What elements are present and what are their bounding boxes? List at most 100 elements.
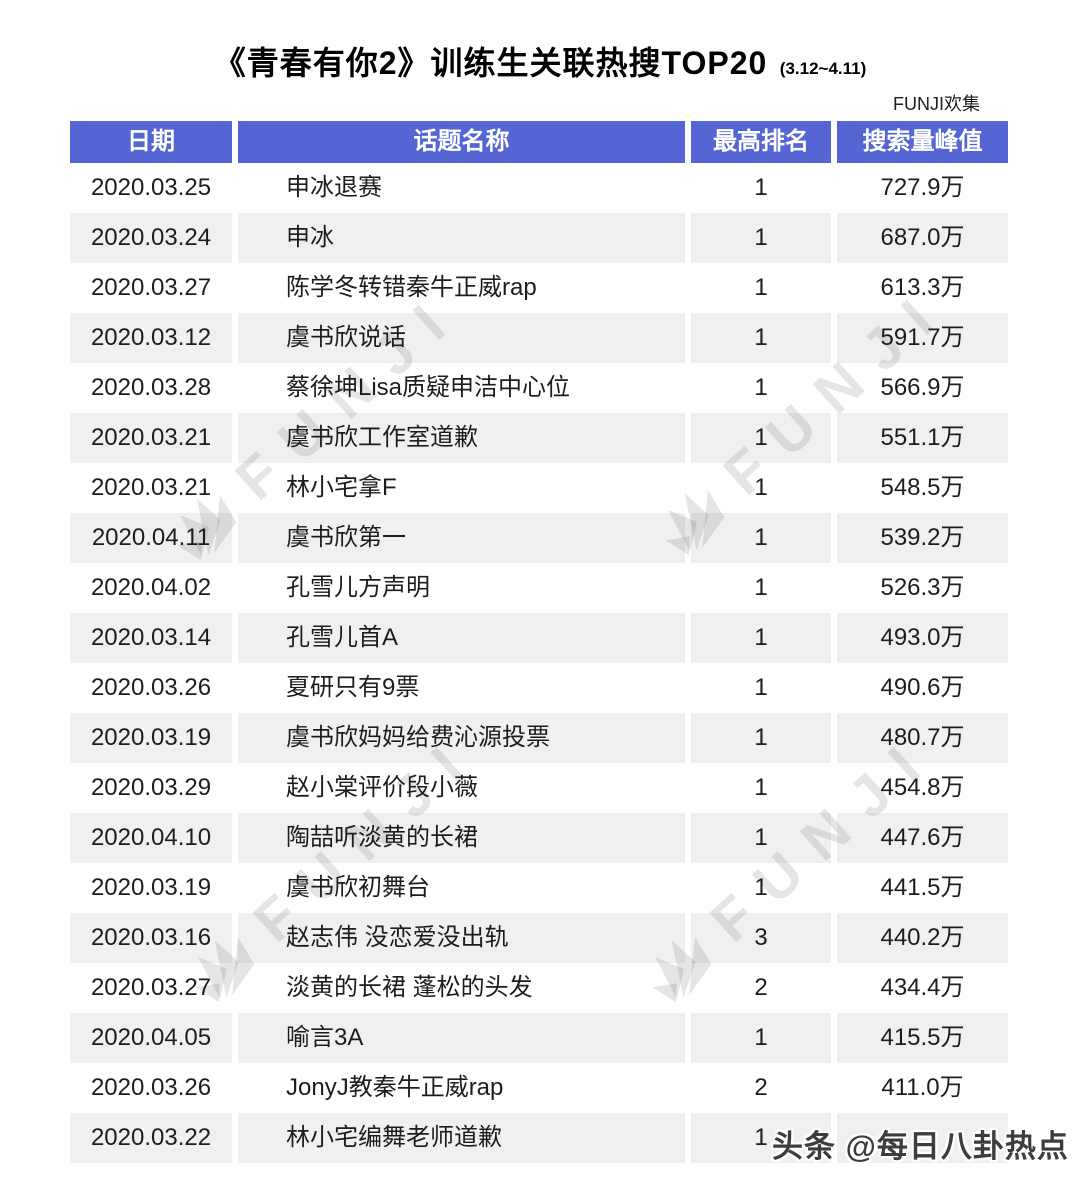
cell-rank: 1	[685, 713, 831, 763]
table-row: 2020.03.21 虞书欣工作室道歉 1 551.1万	[70, 413, 1008, 463]
cell-date: 2020.03.26	[70, 663, 232, 713]
cell-value: 415.5万	[831, 1013, 1008, 1063]
cell-date: 2020.03.29	[70, 763, 232, 813]
table-row: 2020.03.19 虞书欣初舞台 1 441.5万	[70, 863, 1008, 913]
table-row: 2020.03.27 淡黄的长裙 蓬松的头发 2 434.4万	[70, 963, 1008, 1013]
cell-rank: 1	[685, 863, 831, 913]
cell-date: 2020.03.21	[70, 463, 232, 513]
cell-rank: 1	[685, 813, 831, 863]
table-row: 2020.03.12 虞书欣说话 1 591.7万	[70, 313, 1008, 363]
cell-topic: 虞书欣说话	[232, 313, 685, 363]
cell-topic: 林小宅拿F	[232, 463, 685, 513]
cell-rank: 1	[685, 563, 831, 613]
cell-value: 526.3万	[831, 563, 1008, 613]
cell-rank: 1	[685, 363, 831, 413]
cell-rank: 1	[685, 763, 831, 813]
cell-rank: 1	[685, 163, 831, 213]
cell-value: 441.5万	[831, 863, 1008, 913]
cell-date: 2020.03.26	[70, 1063, 232, 1113]
table-row: 2020.03.16 赵志伟 没恋爱没出轨 3 440.2万	[70, 913, 1008, 963]
header-date: 日期	[70, 121, 232, 163]
cell-topic: 申冰退赛	[232, 163, 685, 213]
cell-rank: 1	[685, 663, 831, 713]
cell-value: 727.9万	[831, 163, 1008, 213]
header-topic: 话题名称	[232, 121, 685, 163]
cell-date: 2020.03.27	[70, 263, 232, 313]
cell-date: 2020.04.02	[70, 563, 232, 613]
cell-date: 2020.03.27	[70, 963, 232, 1013]
cell-value: 447.6万	[831, 813, 1008, 863]
table-row: 2020.03.14 孔雪儿首A 1 493.0万	[70, 613, 1008, 663]
cell-rank: 1	[685, 213, 831, 263]
table-row: 2020.03.27 陈学冬转错秦牛正威rap 1 613.3万	[70, 263, 1008, 313]
cell-rank: 1	[685, 1113, 831, 1163]
cell-date: 2020.03.22	[70, 1113, 232, 1163]
cell-topic: 夏研只有9票	[232, 663, 685, 713]
cell-topic: 陶喆听淡黄的长裙	[232, 813, 685, 863]
cell-rank: 1	[685, 463, 831, 513]
cell-rank: 3	[685, 913, 831, 963]
table-row: 2020.03.24 申冰 1 687.0万	[70, 213, 1008, 263]
cell-date: 2020.04.11	[70, 513, 232, 563]
cell-rank: 1	[685, 313, 831, 363]
header-peak-search-volume: 搜索量峰值	[831, 121, 1008, 163]
cell-value: 566.9万	[831, 363, 1008, 413]
cell-value: 480.7万	[831, 713, 1008, 763]
cell-value: 490.6万	[831, 663, 1008, 713]
cell-rank: 1	[685, 513, 831, 563]
cell-value: 454.8万	[831, 763, 1008, 813]
cell-date: 2020.03.21	[70, 413, 232, 463]
cell-topic: 陈学冬转错秦牛正威rap	[232, 263, 685, 313]
cell-topic: 申冰	[232, 213, 685, 263]
cell-date: 2020.03.19	[70, 863, 232, 913]
cell-date: 2020.03.28	[70, 363, 232, 413]
cell-topic: 赵志伟 没恋爱没出轨	[232, 913, 685, 963]
cell-date: 2020.03.12	[70, 313, 232, 363]
cell-value: 551.1万	[831, 413, 1008, 463]
table-row: 2020.04.10 陶喆听淡黄的长裙 1 447.6万	[70, 813, 1008, 863]
cell-topic: 孔雪儿首A	[232, 613, 685, 663]
cell-value: 687.0万	[831, 213, 1008, 263]
table-row: 2020.03.26 夏研只有9票 1 490.6万	[70, 663, 1008, 713]
cell-value: 539.2万	[831, 513, 1008, 563]
cell-topic: 淡黄的长裙 蓬松的头发	[232, 963, 685, 1013]
table-row: 2020.04.11 虞书欣第一 1 539.2万	[70, 513, 1008, 563]
cell-value: 613.3万	[831, 263, 1008, 313]
table-row: 2020.03.22 林小宅编舞老师道歉 1	[70, 1113, 1008, 1163]
cell-date: 2020.03.25	[70, 163, 232, 213]
cell-topic: 林小宅编舞老师道歉	[232, 1113, 685, 1163]
table-row: 2020.03.28 蔡徐坤Lisa质疑申洁中心位 1 566.9万	[70, 363, 1008, 413]
cell-value: 411.0万	[831, 1063, 1008, 1113]
table-body: 2020.03.25 申冰退赛 1 727.9万 2020.03.24 申冰 1 687.0万…	[70, 163, 1008, 1163]
title-text: 《青春有你2》训练生关联热搜TOP20	[213, 45, 768, 81]
cell-rank: 1	[685, 613, 831, 663]
cell-topic: 蔡徐坤Lisa质疑申洁中心位	[232, 363, 685, 413]
table-row: 2020.03.29 赵小棠评价段小薇 1 454.8万	[70, 763, 1008, 813]
cell-value: 493.0万	[831, 613, 1008, 663]
cell-value: 548.5万	[831, 463, 1008, 513]
cell-rank: 1	[685, 1013, 831, 1063]
table-row: 2020.03.19 虞书欣妈妈给费沁源投票 1 480.7万	[70, 713, 1008, 763]
hot-search-table: 日期 话题名称 最高排名 搜索量峰值 2020.03.25 申冰退赛 1 727.9万…	[70, 121, 1008, 1163]
cell-value: 440.2万	[831, 913, 1008, 963]
title-date-range: (3.12~4.11)	[779, 59, 867, 78]
cell-value: 591.7万	[831, 313, 1008, 363]
cell-topic: JonyJ教秦牛正威rap	[232, 1063, 685, 1113]
cell-topic: 虞书欣工作室道歉	[232, 413, 685, 463]
table-row: 2020.04.02 孔雪儿方声明 1 526.3万	[70, 563, 1008, 613]
cell-value: 434.4万	[831, 963, 1008, 1013]
toutiao-account-watermark: 头条 @每日八卦热点	[772, 1129, 1069, 1164]
cell-rank: 1	[685, 413, 831, 463]
cell-topic: 虞书欣妈妈给费沁源投票	[232, 713, 685, 763]
page-title: 《青春有你2》训练生关联热搜TOP20 (3.12~4.11)	[0, 38, 1080, 84]
cell-date: 2020.03.14	[70, 613, 232, 663]
header-peak-rank: 最高排名	[685, 121, 831, 163]
cell-rank: 2	[685, 963, 831, 1013]
cell-topic: 赵小棠评价段小薇	[232, 763, 685, 813]
cell-date: 2020.03.19	[70, 713, 232, 763]
cell-rank: 2	[685, 1063, 831, 1113]
credit-label: FUNJI欢集	[893, 94, 980, 114]
table-row: 2020.03.26 JonyJ教秦牛正威rap 2 411.0万	[70, 1063, 1008, 1113]
cell-topic: 虞书欣第一	[232, 513, 685, 563]
